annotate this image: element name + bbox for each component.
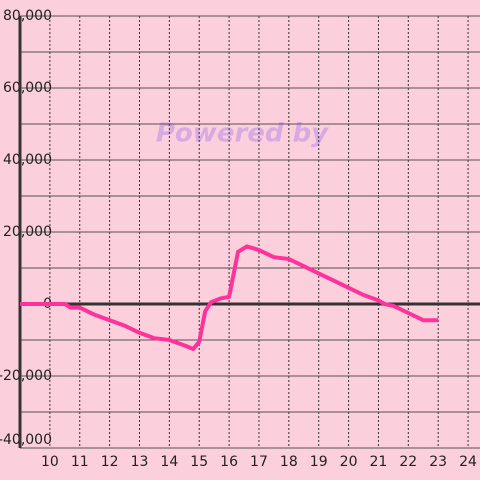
- x-tick-label: 21: [370, 454, 388, 470]
- x-tick-label: 14: [160, 454, 178, 470]
- x-tick-label: 17: [250, 454, 268, 470]
- x-tick-label: 13: [131, 454, 149, 470]
- x-tick-label: 16: [220, 454, 238, 470]
- y-tick-label: 40,000: [3, 152, 52, 168]
- x-tick-label: 20: [340, 454, 358, 470]
- y-tick-label: -20,000: [0, 368, 52, 384]
- x-tick-label: 22: [399, 454, 417, 470]
- x-tick-label: 10: [41, 454, 59, 470]
- y-tick-label: 80,000: [3, 8, 52, 24]
- x-tick-label: 23: [429, 454, 447, 470]
- x-tick-label: 19: [310, 454, 328, 470]
- x-tick-label: 15: [190, 454, 208, 470]
- watermark: Powered by: [156, 119, 329, 149]
- x-tick-label: 18: [280, 454, 298, 470]
- line-series: [20, 244, 439, 351]
- y-tick-label: 20,000: [3, 224, 52, 240]
- y-tick-label: -40,000: [0, 432, 52, 448]
- x-tick-label: 12: [101, 454, 119, 470]
- x-tick-label: 24: [459, 454, 477, 470]
- x-tick-label: 11: [71, 454, 89, 470]
- y-tick-label: 60,000: [3, 80, 52, 96]
